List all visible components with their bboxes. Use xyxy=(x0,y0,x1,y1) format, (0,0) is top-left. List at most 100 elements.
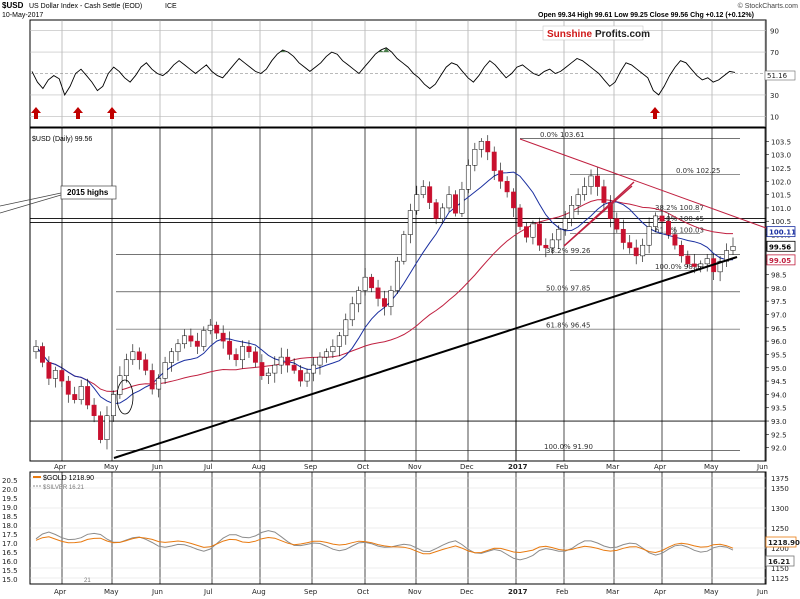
gold-tick-label: 1350 xyxy=(771,485,789,493)
candle-body xyxy=(588,175,594,187)
silver-tick-label: 17.5 xyxy=(2,531,18,539)
gold-silver-gridlines xyxy=(30,472,766,584)
candle-body xyxy=(633,247,639,257)
candle-body xyxy=(530,223,536,238)
silver-value-tag xyxy=(765,555,795,567)
rsi-tick-label: 70 xyxy=(770,49,779,57)
candle-body xyxy=(465,165,471,190)
candle-body xyxy=(240,346,245,361)
time-axis-label: Sep xyxy=(304,588,318,596)
candle-body xyxy=(143,359,149,371)
candle-body xyxy=(110,394,116,416)
candle-body xyxy=(207,324,213,331)
candle-body xyxy=(659,215,665,222)
candle-body xyxy=(278,356,284,366)
silver-tick-label: 20.0 xyxy=(2,486,18,494)
candle-body xyxy=(459,189,465,214)
silver-tick-label: 16.5 xyxy=(2,549,18,557)
fibonacci-label: 38.2% 99.26 xyxy=(546,247,591,255)
candle-body xyxy=(162,362,168,379)
wedge-lower-line xyxy=(563,185,633,247)
signal-arrow xyxy=(73,107,83,119)
time-axis-label: May xyxy=(704,588,718,596)
candle-body xyxy=(420,186,426,195)
candle-body xyxy=(698,263,704,267)
fibonacci-label: 100.0% 98.66 xyxy=(655,263,705,271)
price-tag-text: 99.56 xyxy=(769,243,791,251)
price-tick-label: 93.5 xyxy=(771,405,787,413)
time-axis-label: Apr xyxy=(654,463,666,471)
brand-logo xyxy=(542,25,644,41)
candle-body xyxy=(394,260,400,291)
rsi-tick-label: 30 xyxy=(770,92,779,100)
candle-body xyxy=(582,186,588,195)
price-series-label: $USD (Daily) 99.56 xyxy=(32,136,92,143)
candle-body xyxy=(98,415,103,440)
candle-body xyxy=(627,242,633,249)
fibonacci-label: 100.0% 91.90 xyxy=(544,443,593,451)
candle-body xyxy=(556,228,562,241)
candle-body xyxy=(214,324,220,334)
candle-body xyxy=(181,335,187,345)
rsi-line xyxy=(31,47,736,96)
candle-body xyxy=(175,343,181,353)
candle-body xyxy=(246,346,252,353)
fibonacci-label: 0.0% 103.61 xyxy=(540,131,585,139)
candle-body xyxy=(504,181,510,193)
candle-body xyxy=(233,354,239,361)
candle-body xyxy=(478,141,484,150)
candle-body xyxy=(40,346,45,363)
candle-body xyxy=(401,234,407,262)
signal-arrow xyxy=(31,107,41,119)
silver-tick-label: 15.0 xyxy=(2,576,18,584)
time-axis-label: Mar xyxy=(606,588,619,596)
price-panel: 103.5 103.0 102.5 102.0 101.5 101.0 100.5 100.0… xyxy=(0,127,796,462)
silver-tick-label: 18.0 xyxy=(2,522,18,530)
candle-body xyxy=(188,335,194,342)
candle-body xyxy=(375,287,381,299)
fibonacci-label: 50.0% 97.85 xyxy=(546,284,591,292)
gold-tick-label: 1300 xyxy=(771,505,789,513)
candle-body xyxy=(33,346,39,353)
candle-body xyxy=(704,258,710,265)
candle-body xyxy=(136,351,142,361)
candle-body xyxy=(149,370,155,390)
rsi-gridlines xyxy=(30,20,766,127)
time-axis-label: Jun xyxy=(756,463,768,471)
time-axis-label: Feb xyxy=(556,463,569,471)
candle-body xyxy=(717,260,723,273)
price-tick-label: 102.5 xyxy=(771,165,791,173)
candle-body xyxy=(104,415,110,440)
price-tick-label: 98.0 xyxy=(771,285,787,293)
time-axis-label: 2017 xyxy=(508,463,528,471)
silver-tick-label: 19.5 xyxy=(2,495,18,503)
candle-body xyxy=(685,255,691,265)
signal-arrows xyxy=(31,107,660,119)
price-tick-label: 96.0 xyxy=(771,338,787,346)
gold-silver-panel: 20.520.019.519.018.518.017.517.016.516.0… xyxy=(2,471,800,585)
candle-body xyxy=(194,340,200,347)
silver-tick-label: 15.5 xyxy=(2,567,18,575)
price-tags: 100.11 99.56 99.05 xyxy=(766,226,796,266)
price-tick-label: 97.0 xyxy=(771,311,787,319)
price-tick-label: 95.5 xyxy=(771,351,787,359)
candle-body xyxy=(169,351,174,363)
time-axis-label: Jun xyxy=(151,588,163,596)
price-tick-label: 103.5 xyxy=(771,138,791,146)
candle-body xyxy=(620,228,626,243)
candle-body xyxy=(595,175,600,187)
time-axis-label: 2017 xyxy=(508,588,528,596)
candle-body xyxy=(646,226,652,246)
signal-arrow xyxy=(650,107,660,119)
time-axis-label: Jul xyxy=(203,463,213,471)
time-axis-label: Nov xyxy=(408,463,422,471)
candle-body xyxy=(730,246,736,251)
brand-word-sunshine: Sunshine xyxy=(547,29,592,40)
silver-tick-label: 20.5 xyxy=(2,477,18,485)
fibonacci-label: 61.8% 96.45 xyxy=(546,322,591,330)
price-tick-label: 94.0 xyxy=(771,391,787,399)
support-trendline xyxy=(113,256,738,459)
annotation-2015-highs: 2015 highs xyxy=(67,188,109,197)
candle-body xyxy=(130,351,136,361)
